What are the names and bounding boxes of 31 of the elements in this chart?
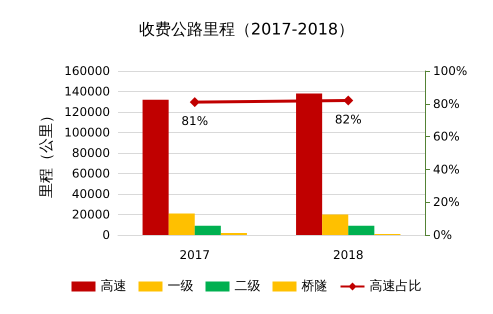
y2-tick-label: 0%	[433, 228, 452, 242]
y-tick-label: 80000	[72, 146, 110, 160]
y-tick-label: 100000	[64, 126, 110, 140]
x-tick-label: 2017	[179, 248, 210, 262]
x-tick-label: 2018	[332, 248, 364, 262]
legend-label: 桥隧	[300, 279, 328, 294]
y-tick-label: 120000	[64, 105, 110, 119]
y-tick-label: 40000	[72, 187, 110, 201]
bar	[322, 214, 348, 235]
y-axis-title: 里程（公里）	[36, 108, 55, 198]
data-label: 82%	[334, 112, 362, 127]
y2-tick-label: 60%	[433, 130, 460, 144]
bar	[168, 213, 195, 235]
y-tick-label: 0	[102, 228, 110, 242]
bar	[348, 226, 374, 235]
legend-label: 一级	[168, 279, 194, 294]
y-tick-label: 160000	[64, 64, 110, 78]
legend-label: 二级	[234, 279, 260, 294]
y2-tick-label: 40%	[433, 162, 460, 176]
legend-label: 高速占比	[370, 278, 422, 294]
y-tick-label: 140000	[64, 84, 110, 98]
bar	[194, 226, 221, 235]
y2-tick-label: 80%	[433, 96, 460, 111]
y2-tick-label: 20%	[433, 195, 460, 210]
chart-title: 收费公路里程（2017-2018）	[138, 20, 354, 38]
y2-tick-label: 100%	[433, 64, 468, 78]
legend-label: 高速	[100, 278, 126, 294]
bar	[142, 100, 169, 235]
y-tick-label: 20000	[72, 208, 110, 222]
y-tick-label: 60000	[72, 166, 110, 180]
data-label: 81%	[181, 114, 208, 128]
